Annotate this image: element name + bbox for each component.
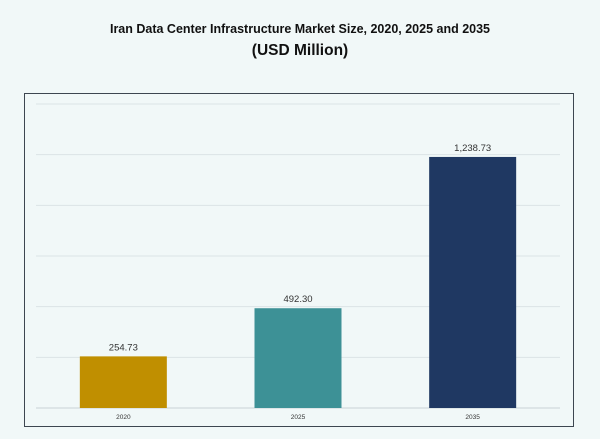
chart-title: Iran Data Center Infrastructure Market S… bbox=[109, 22, 491, 36]
data-label-2025: 492.30 bbox=[283, 294, 312, 305]
bar-2020 bbox=[79, 356, 167, 408]
x-tick-label-2025: 2025 bbox=[291, 414, 306, 421]
data-label-2020: 254.73 bbox=[109, 342, 138, 353]
chart-frame bbox=[24, 93, 574, 427]
bar-2025 bbox=[254, 308, 342, 408]
bar-2035 bbox=[429, 156, 517, 408]
x-tick-label-2035: 2035 bbox=[465, 414, 480, 421]
chart-subtitle: (USD Million) bbox=[251, 42, 349, 59]
data-label-2035: 1,238.73 bbox=[454, 143, 491, 154]
x-tick-label-2020: 2020 bbox=[116, 414, 131, 421]
